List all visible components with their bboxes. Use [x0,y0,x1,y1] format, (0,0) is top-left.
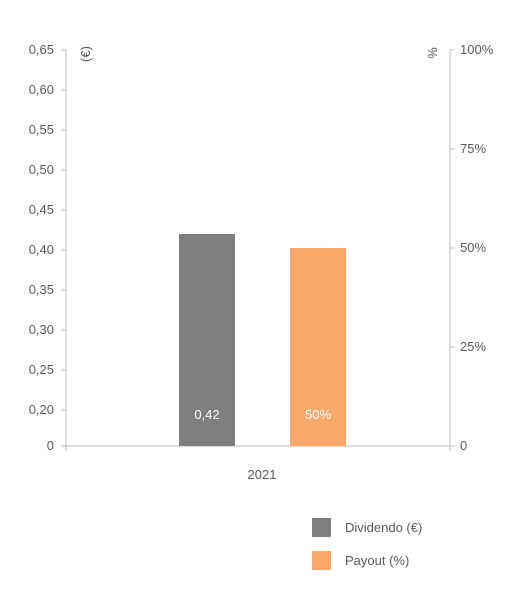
left-tick-label: 0,65 [29,42,54,57]
left-tick-label: 0,50 [29,162,54,177]
data-label-dividendo: 0,42 [194,407,219,422]
legend-item-payout: Payout (%) [312,550,422,570]
left-tick-label: 0,25 [29,362,54,377]
left-tick-label: 0,20 [29,402,54,417]
right-unit-label: % [425,47,440,59]
left-tick-label: 0,40 [29,242,54,257]
legend: Dividendo (€) Payout (%) [312,517,422,583]
labels: 2021 0,42 50% [194,407,331,482]
bar-dividendo [179,234,235,446]
left-tick-label: 0,35 [29,282,54,297]
left-tick-label: 0,45 [29,202,54,217]
left-tick-label: 0,60 [29,82,54,97]
right-tick-label: 50% [460,240,486,255]
left-tick-label: 0 [47,438,54,453]
bar-payout [290,248,346,446]
data-label-payout: 50% [305,407,331,422]
legend-swatch-payout [312,550,331,570]
right-tick-label: 75% [460,141,486,156]
right-tick-label: 100% [460,42,494,57]
bars [179,234,346,446]
right-tick-label: 0 [460,438,467,453]
legend-item-dividendo: Dividendo (€) [312,517,422,537]
left-tick-label: 0,55 [29,122,54,137]
category-label: 2021 [248,467,277,482]
right-tick-label: 25% [460,339,486,354]
left-unit-label: (€) [78,46,93,62]
legend-label-dividendo: Dividendo (€) [345,519,423,535]
axes: 0 0,20 0,25 0,30 0,35 0,40 0,45 0,50 0,55 0,60 0,6… [29,42,494,453]
left-tick-label: 0,30 [29,322,54,337]
legend-swatch-dividendo [312,517,331,537]
legend-label-payout: Payout (%) [345,552,410,568]
